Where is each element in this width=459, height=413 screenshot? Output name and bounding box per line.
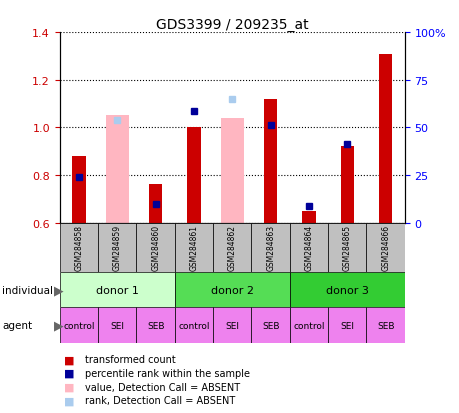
Text: GSM284861: GSM284861	[189, 225, 198, 271]
Bar	[263, 100, 277, 223]
Bar	[174, 223, 213, 273]
Text: rank, Detection Call = ABSENT: rank, Detection Call = ABSENT	[85, 395, 235, 405]
Text: transformed count: transformed count	[85, 354, 175, 364]
Bar	[378, 55, 392, 223]
Text: ▶: ▶	[54, 319, 64, 332]
Text: donor 1: donor 1	[95, 285, 139, 295]
Text: control: control	[178, 321, 209, 330]
Text: GSM284858: GSM284858	[74, 225, 83, 271]
Bar	[60, 223, 98, 273]
Text: GSM284863: GSM284863	[266, 225, 274, 271]
Text: control: control	[63, 321, 95, 330]
Bar	[220, 119, 243, 223]
Text: donor 3: donor 3	[325, 285, 368, 295]
Bar	[174, 308, 213, 343]
Text: ■: ■	[64, 368, 75, 378]
Text: SEB: SEB	[146, 321, 164, 330]
Bar	[251, 308, 289, 343]
Text: ■: ■	[64, 395, 75, 405]
Text: SEI: SEI	[110, 321, 124, 330]
Text: SEI: SEI	[225, 321, 239, 330]
Bar	[213, 223, 251, 273]
Text: SEB: SEB	[376, 321, 393, 330]
Bar	[174, 273, 289, 308]
Bar	[340, 147, 353, 223]
Text: percentile rank within the sample: percentile rank within the sample	[85, 368, 250, 378]
Bar	[187, 128, 200, 223]
Text: ▶: ▶	[54, 284, 64, 297]
Bar	[213, 308, 251, 343]
Bar	[289, 273, 404, 308]
Text: control: control	[292, 321, 324, 330]
Bar	[289, 308, 327, 343]
Bar	[72, 157, 85, 223]
Text: ■: ■	[64, 382, 75, 392]
Text: value, Detection Call = ABSENT: value, Detection Call = ABSENT	[85, 382, 240, 392]
Text: GSM284859: GSM284859	[112, 225, 122, 271]
Text: GSM284860: GSM284860	[151, 225, 160, 271]
Text: SEB: SEB	[261, 321, 279, 330]
Bar	[327, 308, 366, 343]
Text: agent: agent	[2, 320, 32, 330]
Bar	[136, 223, 174, 273]
Text: individual: individual	[2, 285, 53, 295]
Text: GSM284865: GSM284865	[342, 225, 351, 271]
Bar	[302, 211, 315, 223]
Text: GSM284862: GSM284862	[227, 225, 236, 271]
Bar	[98, 308, 136, 343]
Bar	[251, 223, 289, 273]
Bar	[289, 223, 327, 273]
Title: GDS3399 / 209235_at: GDS3399 / 209235_at	[156, 18, 308, 32]
Bar	[106, 116, 129, 223]
Bar	[60, 273, 174, 308]
Text: GSM284866: GSM284866	[381, 225, 389, 271]
Bar	[136, 308, 174, 343]
Bar	[60, 308, 98, 343]
Text: ■: ■	[64, 354, 75, 364]
Text: SEI: SEI	[340, 321, 353, 330]
Text: GSM284864: GSM284864	[304, 225, 313, 271]
Bar	[366, 223, 404, 273]
Bar	[98, 223, 136, 273]
Bar	[366, 308, 404, 343]
Bar	[149, 185, 162, 223]
Bar	[327, 223, 366, 273]
Text: donor 2: donor 2	[210, 285, 253, 295]
